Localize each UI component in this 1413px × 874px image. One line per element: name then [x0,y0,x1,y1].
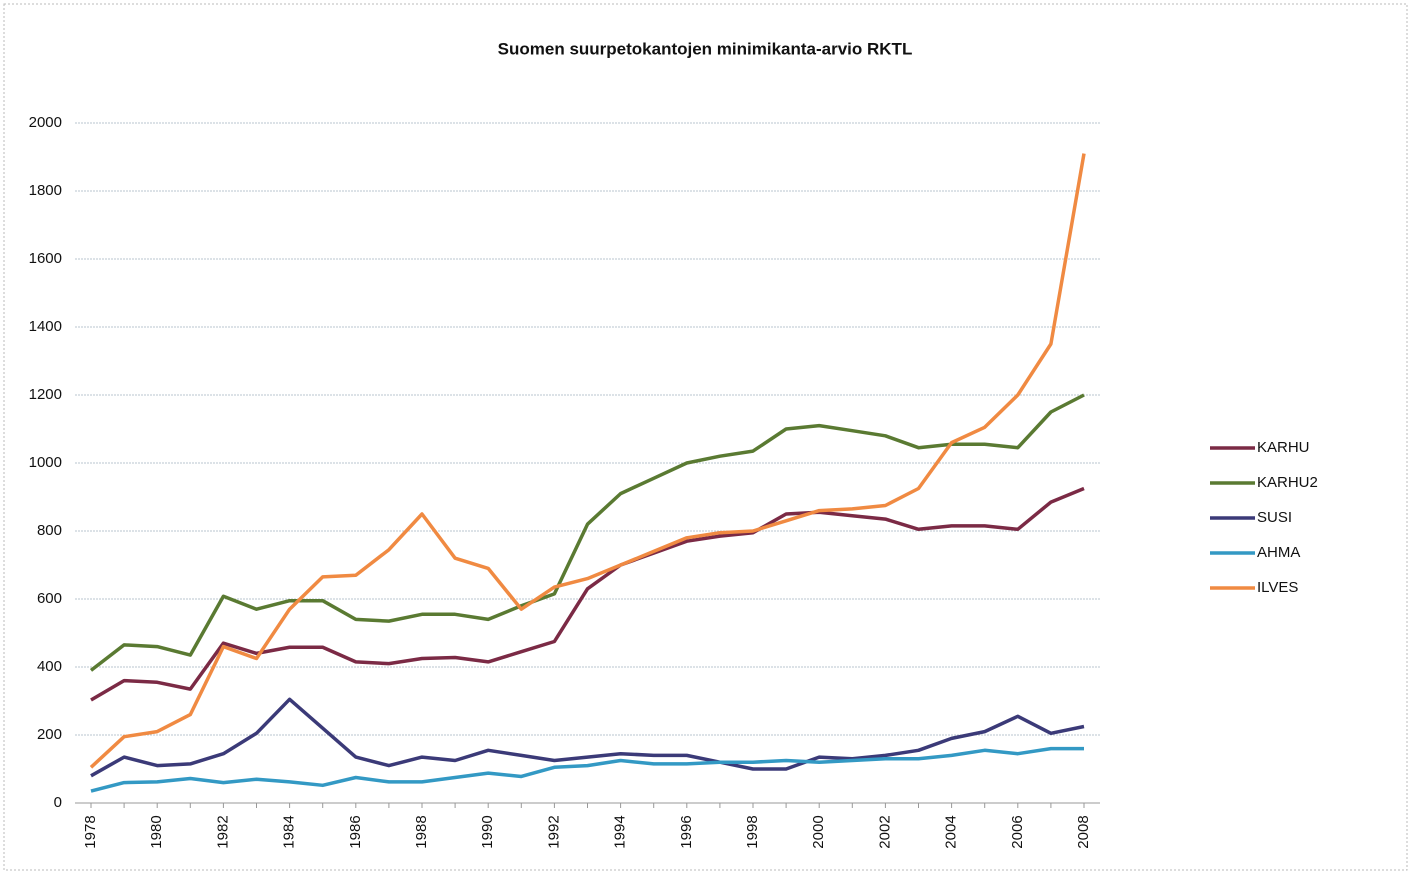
line-series [89,153,1086,769]
y-tick-label: 800 [37,522,62,539]
line-series [90,746,1084,793]
legend-label: AHMA [1257,544,1300,561]
y-tick-label: 2000 [29,114,62,131]
x-tick-label: 1992 [545,815,562,848]
y-tick-label: 600 [37,590,62,607]
y-tick-label: 1000 [29,454,62,471]
x-tick-label: 2008 [1075,815,1092,848]
x-tick-label: 2000 [810,815,827,848]
y-tick-label: 1800 [29,182,62,199]
legend-label: ILVES [1257,579,1298,596]
x-tick-label: 1990 [479,815,496,848]
y-tick-label: 0 [54,794,62,811]
frame [3,3,1408,871]
x-tick-label: 2004 [943,815,960,848]
line-series [90,697,1085,778]
legend-label: KARHU2 [1257,474,1318,491]
x-tick-label: 1986 [347,815,364,848]
chart-title: Suomen suurpetokantojen minimikanta-arvi… [498,39,913,58]
x-tick-label: 1978 [82,815,99,848]
x-tick-label: 1988 [413,815,430,848]
y-tick-label: 1400 [29,318,62,335]
legend-label: KARHU [1257,439,1310,456]
y-tick-label: 400 [37,658,62,675]
line-series [89,393,1085,672]
x-tick-label: 1994 [612,815,629,848]
x-tick-label: 1982 [214,815,231,848]
y-tick-label: 1200 [29,386,62,403]
legend-label: SUSI [1257,509,1292,526]
x-tick-label: 1984 [281,815,298,848]
x-tick-label: 1980 [148,815,165,848]
x-tick-label: 1996 [678,815,695,848]
y-tick-label: 200 [37,726,62,743]
y-tick-label: 1600 [29,250,62,267]
x-tick-label: 1998 [744,815,761,848]
line-series [90,486,1085,702]
x-tick-label: 2006 [1009,815,1026,848]
x-tick-label: 2002 [876,815,893,848]
